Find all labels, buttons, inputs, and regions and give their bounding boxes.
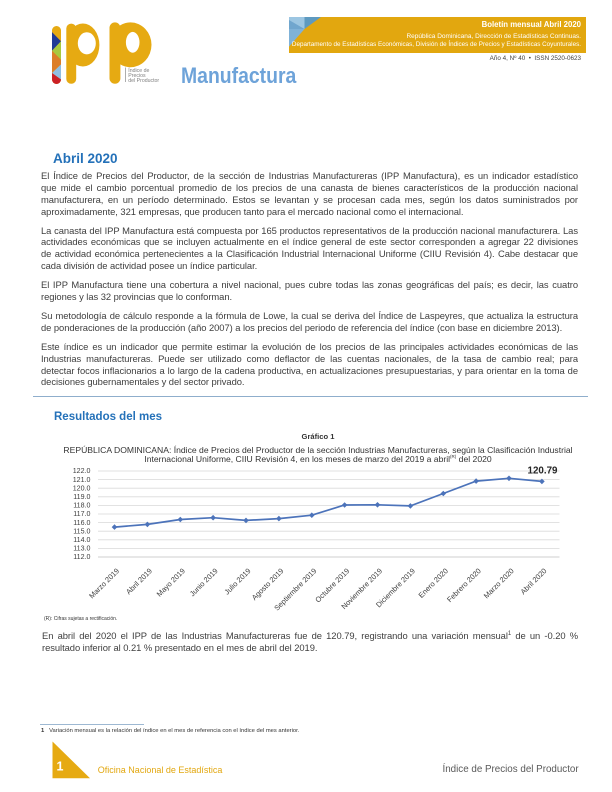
svg-text:Agosto 2019: Agosto 2019 [250, 566, 286, 602]
svg-text:120.0: 120.0 [73, 484, 91, 492]
svg-text:Marzo 2019: Marzo 2019 [87, 566, 121, 600]
svg-text:del Productor: del Productor [128, 78, 159, 84]
svg-text:Marzo 2020: Marzo 2020 [482, 566, 516, 600]
svg-text:115.0: 115.0 [73, 527, 90, 535]
svg-text:Abril 2020: Abril 2020 [519, 566, 549, 596]
svg-text:112.0: 112.0 [73, 553, 90, 561]
svg-text:114.0: 114.0 [73, 536, 90, 544]
svg-text:116.0: 116.0 [73, 519, 90, 527]
svg-text:117.0: 117.0 [73, 510, 90, 518]
svg-text:119.0: 119.0 [73, 493, 90, 501]
svg-text:Julio 2019: Julio 2019 [222, 566, 252, 596]
svg-text:Junio 2019: Junio 2019 [188, 566, 220, 598]
svg-text:Abril 2019: Abril 2019 [124, 566, 154, 596]
svg-text:118.0: 118.0 [73, 502, 90, 510]
svg-text:Febrero 2020: Febrero 2020 [445, 566, 483, 604]
svg-text:1: 1 [57, 759, 64, 773]
svg-text:121.0: 121.0 [73, 476, 91, 484]
svg-text:Índice de: Índice de [128, 67, 149, 74]
svg-text:122.0: 122.0 [73, 467, 91, 475]
svg-text:Enero 2020: Enero 2020 [417, 566, 450, 599]
svg-text:Precios: Precios [128, 73, 146, 79]
svg-text:Mayo 2019: Mayo 2019 [155, 566, 187, 598]
svg-text:113.0: 113.0 [73, 545, 90, 553]
svg-text:120.79: 120.79 [528, 465, 559, 476]
